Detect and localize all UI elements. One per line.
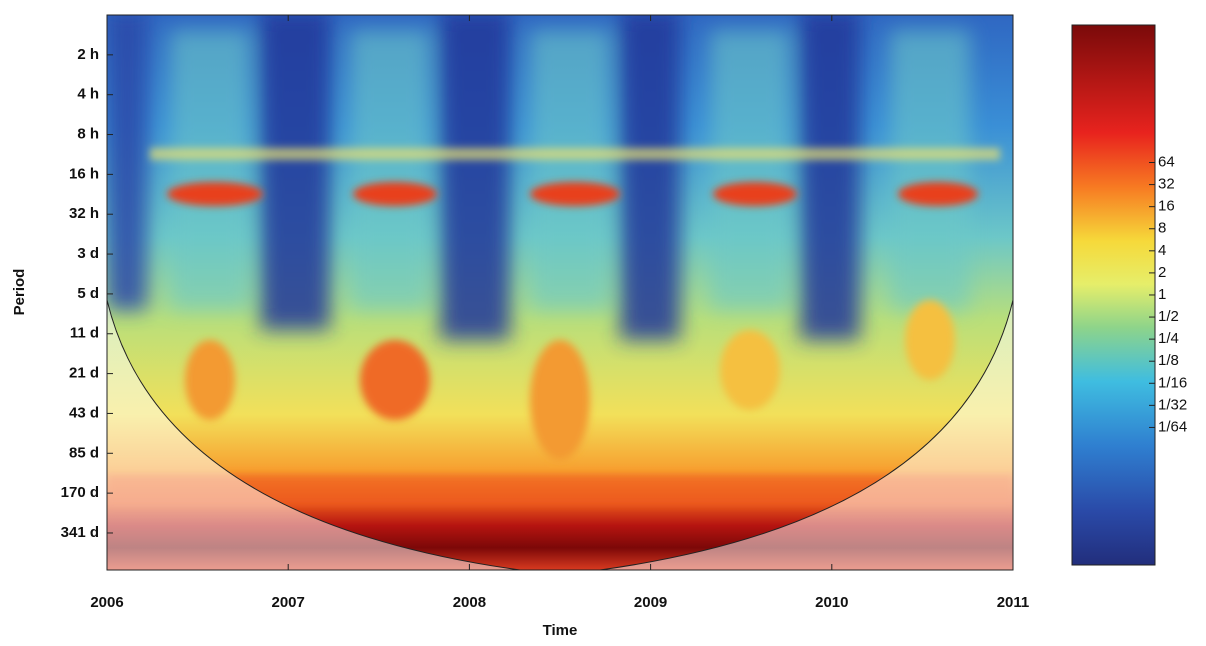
x-tick-label: 2011	[997, 594, 1030, 611]
y-tick-label: 43 d	[69, 404, 99, 421]
colorbar-tick-label: 16	[1158, 198, 1175, 215]
y-tick-label: 16 h	[69, 165, 99, 182]
y-tick-label: 11 d	[70, 325, 99, 342]
colorbar-tick-label: 1/32	[1158, 396, 1187, 413]
y-tick-label: 32 h	[69, 205, 99, 222]
y-tick-label: 21 d	[69, 365, 99, 382]
colorbar	[1071, 24, 1156, 566]
colorbar-tick-label: 1/8	[1158, 352, 1179, 369]
colorbar-tick-label: 1/16	[1158, 374, 1187, 391]
y-tick-label: 4 h	[77, 86, 99, 103]
colorbar-tick-label: 1/64	[1158, 418, 1187, 435]
y-tick-label: 2 h	[77, 46, 99, 63]
colorbar-tick-label: 4	[1158, 242, 1166, 259]
x-tick-label: 2008	[453, 594, 486, 611]
heatmap	[107, 15, 1013, 570]
y-tick-label: 5 d	[77, 285, 99, 302]
plot-frame	[106, 14, 1014, 571]
x-tick-label: 2009	[634, 594, 667, 611]
colorbar-tick-label: 1/2	[1158, 308, 1179, 325]
colorbar-tick-label: 1/4	[1158, 330, 1179, 347]
colorbar-tick-label: 64	[1158, 153, 1175, 170]
y-tick-label: 170 d	[61, 484, 99, 501]
x-axis-label: Time	[543, 622, 578, 639]
x-tick-label: 2006	[90, 594, 123, 611]
colorbar-tick-label: 1	[1158, 286, 1166, 303]
colorbar-tick-label: 2	[1158, 264, 1166, 281]
y-tick-label: 3 d	[77, 245, 99, 262]
colorbar-tick-label: 8	[1158, 220, 1166, 237]
y-axis-label: Period	[11, 269, 28, 316]
y-tick-label: 8 h	[77, 126, 99, 143]
x-tick-label: 2007	[272, 594, 305, 611]
y-tick-label: 341 d	[61, 524, 99, 541]
y-tick-label: 85 d	[69, 444, 99, 461]
x-tick-label: 2010	[815, 594, 848, 611]
colorbar-tick-label: 32	[1158, 176, 1175, 193]
